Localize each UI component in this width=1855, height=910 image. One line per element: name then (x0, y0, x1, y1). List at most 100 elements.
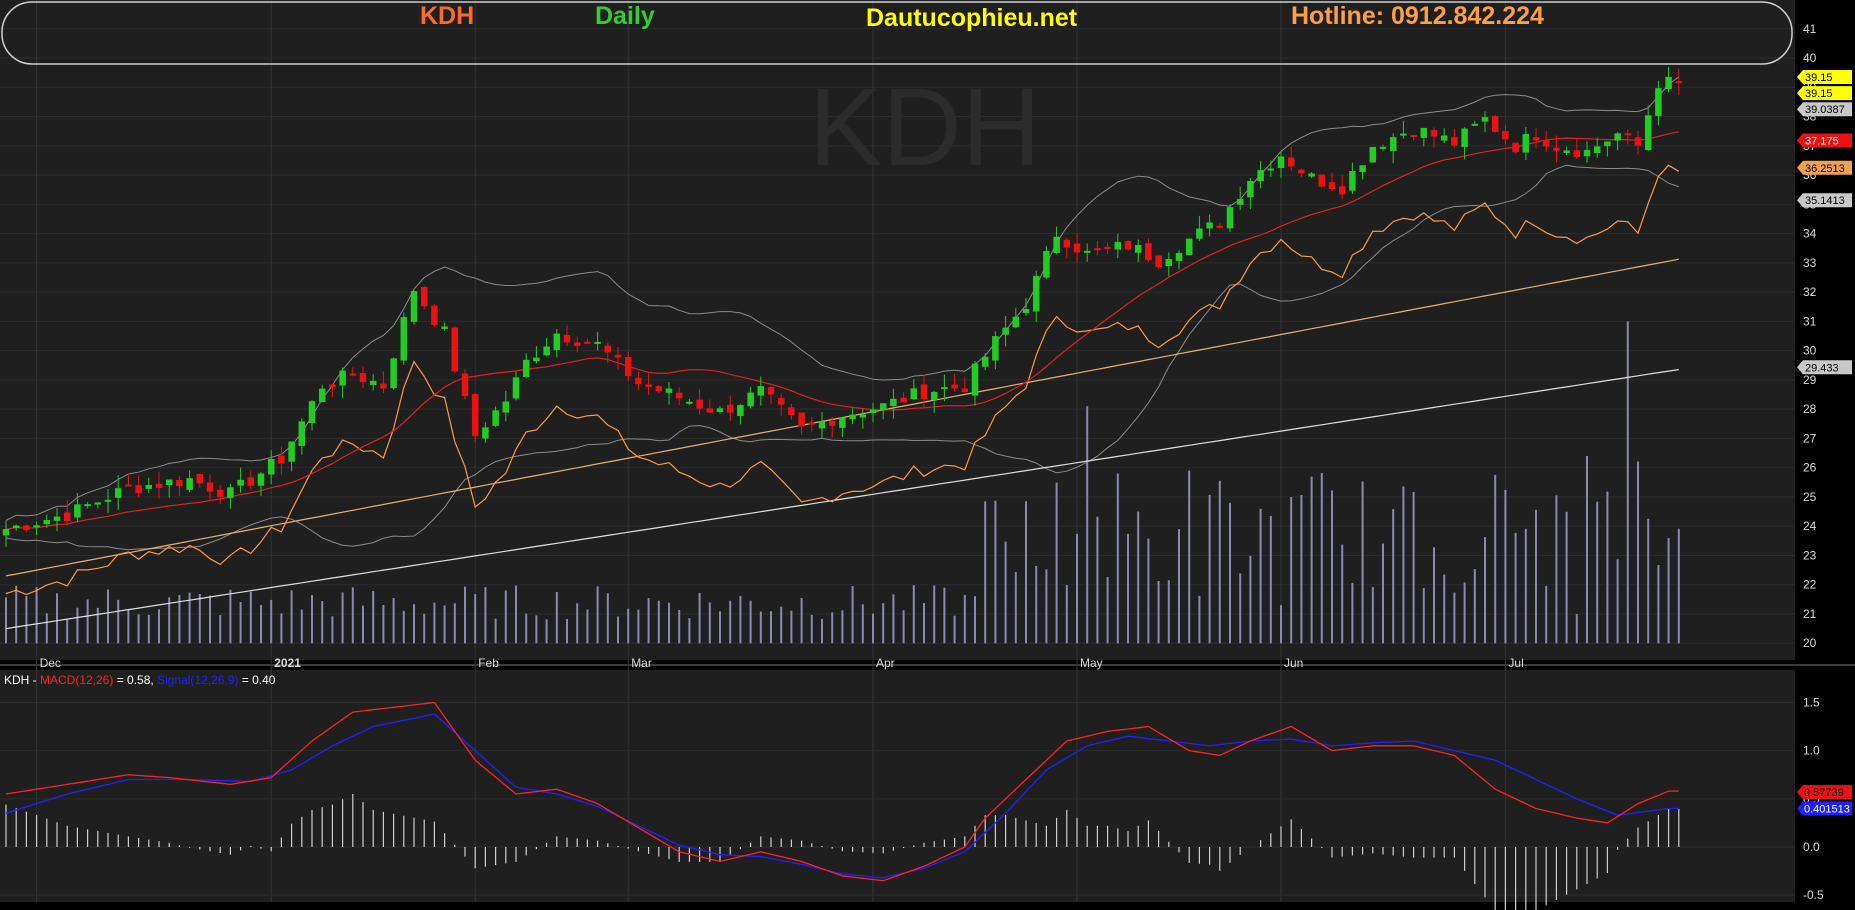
volume-bar (433, 602, 436, 644)
volume-bar (627, 608, 630, 644)
volume-bar (963, 594, 966, 644)
candle-body (665, 388, 673, 393)
volume-bar (1433, 547, 1435, 644)
volume-bar (1667, 538, 1670, 644)
volume-bar (566, 618, 568, 644)
volume-bar (821, 618, 823, 644)
volume-bar (1045, 569, 1048, 644)
candle-body (563, 334, 571, 343)
candle-body (33, 525, 40, 528)
volume-bar (392, 597, 395, 644)
volume-bar (943, 587, 946, 644)
month-label: May (1080, 656, 1103, 670)
volume-bar (1004, 541, 1007, 644)
price-tag-marker (1797, 86, 1852, 101)
macd-legend: KDH - MACD(12,26) = 0.58, Signal(12,26,9… (4, 673, 276, 687)
candle-body (757, 386, 765, 396)
volume-bar (1320, 472, 1323, 644)
candle-body (930, 391, 938, 401)
price-tag-marker (1797, 360, 1852, 375)
candle-body (1440, 135, 1448, 141)
volume-bar (341, 592, 344, 644)
volume-bar (1127, 533, 1129, 644)
volume-bar (260, 605, 262, 644)
candle-body (1553, 147, 1560, 151)
volume-bar (708, 602, 711, 644)
candle-body (961, 388, 969, 392)
volume-bar (912, 585, 915, 644)
candle-body (981, 356, 989, 367)
candle-body (1053, 236, 1060, 254)
candle-body (614, 354, 622, 358)
volume-bar (698, 592, 701, 644)
candle-body (1481, 117, 1489, 122)
volume-bar (484, 587, 487, 644)
candle-body (1389, 137, 1397, 152)
candle-body (1349, 171, 1356, 191)
candle-body (1328, 182, 1336, 190)
volume-bar (668, 602, 670, 644)
candle-body (431, 305, 438, 325)
volume-bar (1555, 495, 1558, 644)
candle-body (1644, 115, 1652, 151)
candle-body (655, 386, 663, 392)
month-label: Apr (876, 656, 895, 670)
candle-body (206, 482, 214, 492)
candle-body (1134, 245, 1142, 253)
volume-bar (76, 607, 79, 644)
volume-bar (1422, 588, 1425, 644)
candle-body (1257, 170, 1264, 182)
volume-bar (168, 597, 171, 644)
month-label: Jul (1508, 656, 1523, 670)
price-tag-label: 37.175 (1805, 136, 1839, 148)
candle-body (1083, 250, 1091, 253)
volume-bar (719, 611, 721, 644)
candle-body (1196, 228, 1203, 239)
candle-body (155, 483, 163, 488)
volume-bar (780, 606, 783, 644)
candle-body (1369, 146, 1377, 163)
price-tick-label: 29 (1803, 373, 1817, 387)
price-tag-marker (1797, 193, 1852, 208)
candle-body (1145, 243, 1152, 261)
header-symbol: KDH (420, 2, 474, 30)
candle-body (594, 341, 601, 344)
volume-bar (688, 618, 691, 644)
candle-body (247, 477, 255, 486)
volume-bar (311, 595, 313, 644)
candle-body (216, 489, 224, 498)
volume-bar (790, 610, 793, 644)
volume-bar (1606, 491, 1609, 644)
ma50-line (5, 164, 1680, 596)
bollinger-bands (5, 76, 1680, 551)
volume-bar (188, 592, 191, 644)
candle-body (798, 412, 805, 427)
candle-body (380, 383, 387, 389)
candle-body (278, 455, 285, 464)
candle-body (1002, 327, 1009, 335)
candle-body (390, 358, 397, 389)
candle-body (1165, 258, 1173, 266)
volume-bar (1259, 508, 1262, 644)
candle-body (1604, 141, 1611, 147)
candle-body (492, 410, 499, 426)
price-tag-label: 39.15 (1805, 72, 1833, 84)
header-timeframe: Daily (595, 2, 655, 30)
candle-body (1185, 238, 1193, 255)
volume-bar (474, 594, 477, 644)
volume-bar (1351, 583, 1354, 644)
macd-tick-label: 1.5 (1803, 695, 1820, 709)
candle-body (1155, 255, 1162, 267)
volume-bar (841, 610, 844, 644)
volume-bar (923, 603, 925, 644)
volume-bar (158, 609, 160, 644)
candle-body (359, 373, 367, 383)
candle-body (410, 291, 418, 322)
volume-bar (494, 618, 497, 644)
ma200-line (5, 368, 1679, 630)
price-tick-label: 22 (1803, 578, 1817, 592)
price-tick-label: 30 (1803, 344, 1817, 358)
candle-body (828, 420, 836, 426)
candle-body (910, 388, 918, 400)
volume-bar (1361, 481, 1364, 644)
